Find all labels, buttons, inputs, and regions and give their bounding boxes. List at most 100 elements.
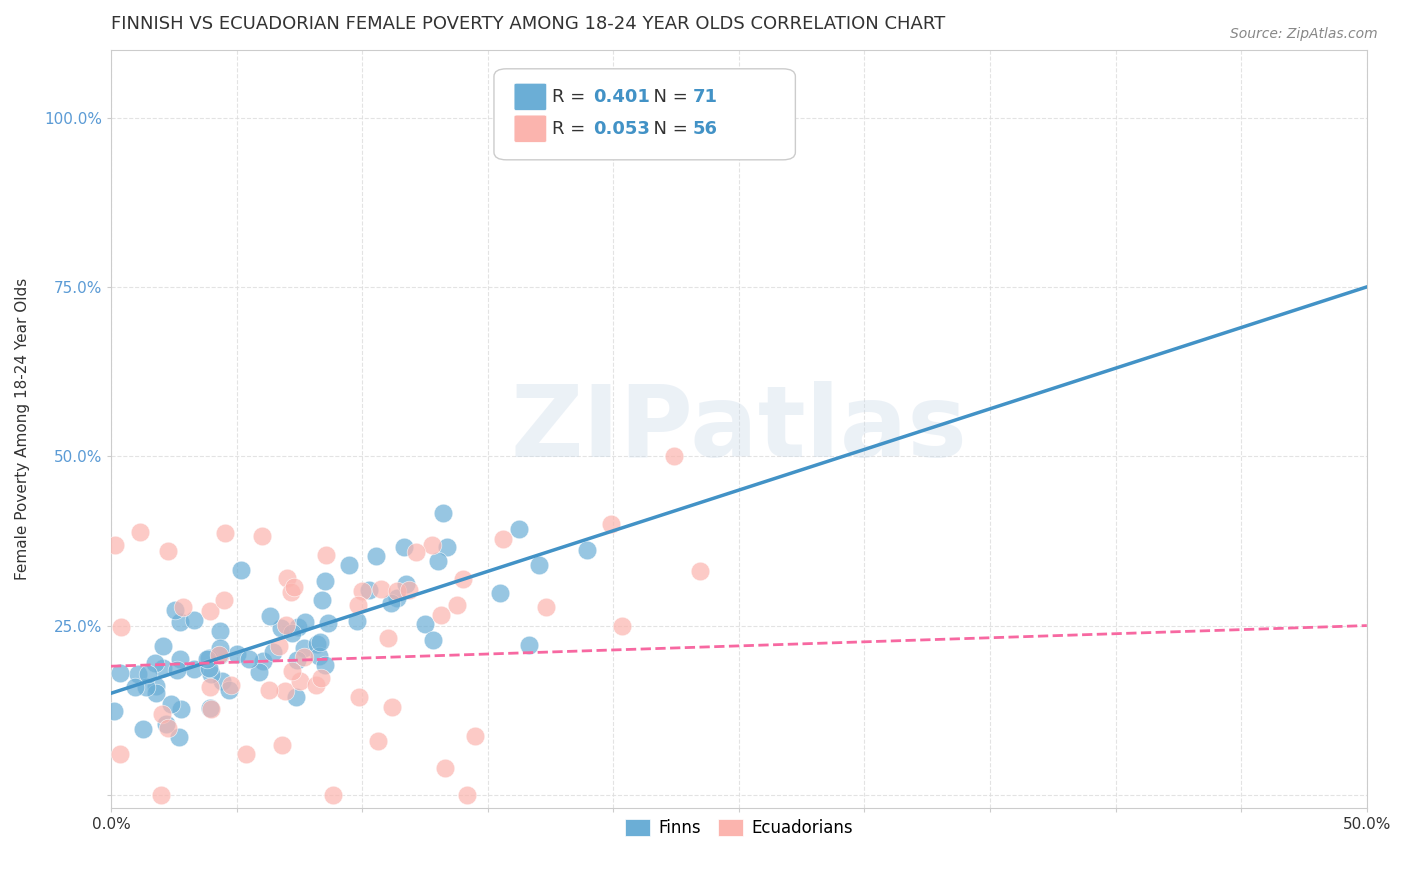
- Ecuadorians: [347, 598, 370, 612]
- Finns: [166, 663, 188, 677]
- Ecuadorians: [288, 673, 311, 688]
- Finns: [314, 574, 336, 588]
- Finns: [131, 723, 153, 737]
- Text: FINNISH VS ECUADORIAN FEMALE POVERTY AMONG 18-24 YEAR OLDS CORRELATION CHART: FINNISH VS ECUADORIAN FEMALE POVERTY AMO…: [111, 15, 945, 33]
- Finns: [209, 648, 232, 662]
- Finns: [422, 633, 444, 648]
- Text: ZIPatlas: ZIPatlas: [510, 381, 967, 477]
- Finns: [364, 549, 387, 563]
- Text: Source: ZipAtlas.com: Source: ZipAtlas.com: [1230, 27, 1378, 41]
- Ecuadorians: [689, 564, 711, 578]
- Ecuadorians: [280, 585, 302, 599]
- Ecuadorians: [429, 608, 451, 623]
- Finns: [415, 617, 437, 632]
- Ecuadorians: [446, 598, 468, 612]
- Finns: [163, 603, 186, 617]
- Ecuadorians: [377, 632, 399, 646]
- Finns: [195, 652, 218, 666]
- Ecuadorians: [104, 538, 127, 552]
- Ecuadorians: [534, 599, 557, 614]
- Y-axis label: Female Poverty Among 18-24 Year Olds: Female Poverty Among 18-24 Year Olds: [15, 278, 30, 581]
- Finns: [152, 639, 174, 653]
- Ecuadorians: [150, 706, 173, 721]
- Finns: [183, 662, 205, 676]
- Text: 0.053: 0.053: [593, 120, 650, 137]
- Finns: [200, 667, 222, 681]
- Finns: [576, 543, 599, 558]
- Ecuadorians: [456, 788, 478, 802]
- Ecuadorians: [464, 729, 486, 743]
- Ecuadorians: [381, 699, 404, 714]
- Finns: [124, 680, 146, 694]
- Finns: [380, 596, 402, 610]
- Ecuadorians: [208, 648, 231, 662]
- Ecuadorians: [129, 524, 152, 539]
- Text: 0.401: 0.401: [593, 88, 650, 106]
- Ecuadorians: [267, 639, 290, 653]
- Ecuadorians: [157, 544, 180, 558]
- Finns: [314, 657, 336, 672]
- Ecuadorians: [271, 738, 294, 752]
- Ecuadorians: [292, 650, 315, 665]
- Ecuadorians: [283, 581, 305, 595]
- Finns: [309, 635, 332, 649]
- Finns: [197, 651, 219, 665]
- Finns: [145, 680, 167, 694]
- Finns: [197, 661, 219, 675]
- Finns: [135, 680, 157, 694]
- Finns: [359, 583, 381, 598]
- Ecuadorians: [235, 747, 257, 761]
- Ecuadorians: [322, 788, 344, 802]
- Ecuadorians: [110, 620, 132, 634]
- Ecuadorians: [405, 545, 427, 559]
- Finns: [226, 647, 249, 661]
- Text: N =: N =: [643, 88, 693, 106]
- Finns: [489, 586, 512, 600]
- Ecuadorians: [172, 599, 194, 614]
- Finns: [200, 701, 222, 715]
- Text: 56: 56: [692, 120, 717, 137]
- Finns: [108, 666, 131, 681]
- Ecuadorians: [257, 683, 280, 698]
- Ecuadorians: [252, 529, 274, 543]
- Ecuadorians: [349, 690, 371, 705]
- Ecuadorians: [385, 583, 408, 598]
- Ecuadorians: [108, 747, 131, 762]
- FancyBboxPatch shape: [515, 115, 547, 143]
- Finns: [136, 666, 159, 681]
- Ecuadorians: [157, 722, 180, 736]
- Finns: [155, 717, 177, 731]
- Ecuadorians: [281, 665, 304, 679]
- Ecuadorians: [150, 788, 173, 802]
- Finns: [252, 654, 274, 668]
- Finns: [432, 507, 454, 521]
- Finns: [436, 540, 458, 554]
- Finns: [169, 702, 191, 716]
- Finns: [211, 673, 233, 688]
- Ecuadorians: [433, 761, 456, 775]
- Finns: [152, 661, 174, 675]
- Ecuadorians: [662, 449, 685, 463]
- Finns: [308, 649, 330, 664]
- Finns: [183, 613, 205, 627]
- Finns: [263, 644, 285, 658]
- Finns: [231, 563, 253, 577]
- Finns: [247, 665, 270, 679]
- Finns: [305, 637, 328, 651]
- Ecuadorians: [198, 680, 221, 694]
- FancyBboxPatch shape: [515, 83, 547, 111]
- Finns: [346, 614, 368, 628]
- Finns: [508, 522, 530, 536]
- Finns: [209, 640, 232, 655]
- Ecuadorians: [492, 533, 515, 547]
- Ecuadorians: [276, 618, 298, 632]
- Finns: [281, 625, 304, 640]
- Ecuadorians: [198, 604, 221, 618]
- Finns: [169, 652, 191, 666]
- FancyBboxPatch shape: [494, 69, 796, 160]
- Finns: [427, 553, 450, 567]
- Ecuadorians: [315, 548, 337, 562]
- Legend: Finns, Ecuadorians: Finns, Ecuadorians: [617, 811, 860, 846]
- Ecuadorians: [610, 618, 633, 632]
- Finns: [270, 622, 292, 636]
